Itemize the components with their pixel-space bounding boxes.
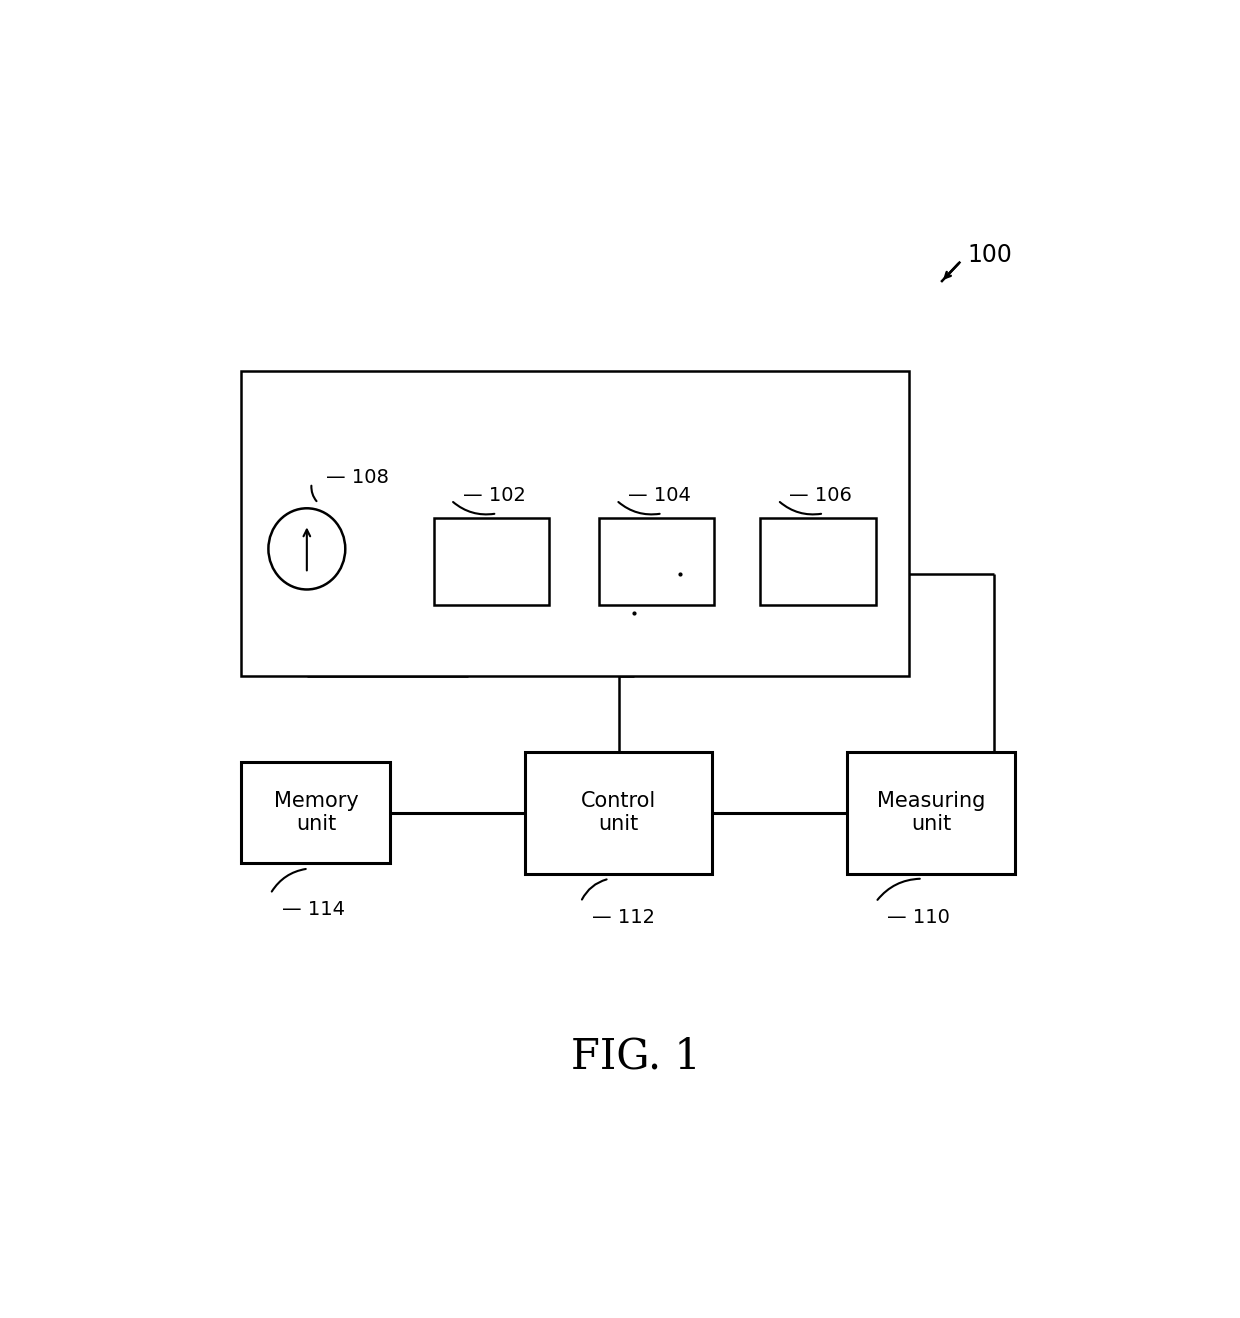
Bar bbox=[760, 518, 875, 605]
Bar bbox=[242, 762, 391, 863]
Text: — 114: — 114 bbox=[281, 900, 345, 919]
Bar bbox=[525, 751, 713, 874]
Text: — 102: — 102 bbox=[463, 485, 526, 505]
Bar bbox=[242, 372, 909, 676]
Bar bbox=[847, 751, 1016, 874]
Text: — 112: — 112 bbox=[593, 908, 655, 927]
Text: — 108: — 108 bbox=[326, 468, 389, 488]
Text: Memory
unit: Memory unit bbox=[274, 791, 358, 834]
Text: — 104: — 104 bbox=[627, 485, 691, 505]
Bar bbox=[599, 518, 714, 605]
Text: — 110: — 110 bbox=[888, 908, 950, 927]
Text: — 106: — 106 bbox=[789, 485, 852, 505]
Text: Measuring
unit: Measuring unit bbox=[877, 791, 986, 834]
Text: FIG. 1: FIG. 1 bbox=[570, 1036, 701, 1077]
Text: 100: 100 bbox=[967, 243, 1012, 266]
Text: Control
unit: Control unit bbox=[582, 791, 656, 834]
Bar bbox=[434, 518, 549, 605]
